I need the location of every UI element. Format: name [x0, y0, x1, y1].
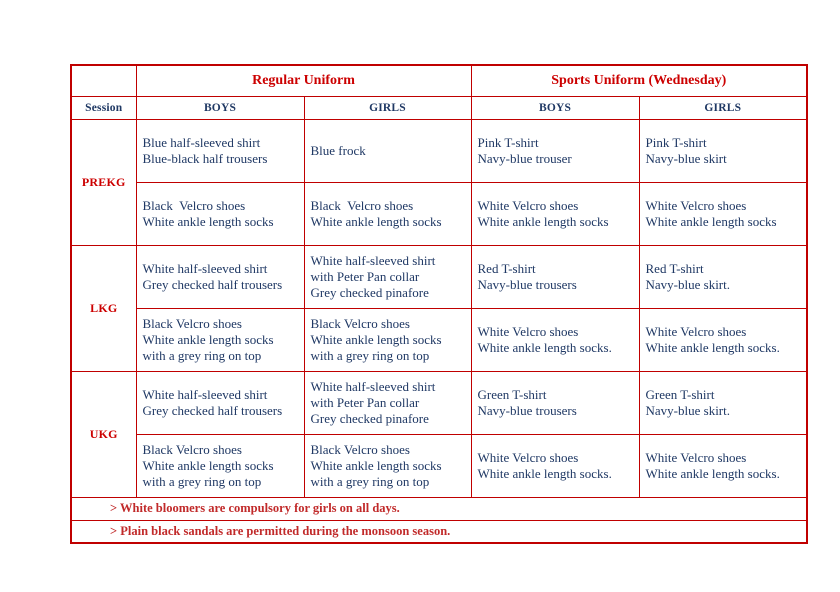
group-header-row: Regular Uniform Sports Uniform (Wednesda…: [70, 64, 808, 97]
lkg-regular-girls-cell-2: Black Velcro shoes White ankle length so…: [303, 307, 472, 372]
note-bloomers: > White bloomers are compulsory for girl…: [70, 496, 808, 521]
ukg-regular-girls-cell-1: White half-sleeved shirt with Peter Pan …: [303, 370, 472, 435]
ukg-regular-girls-cell-2: Black Velcro shoes White ankle length so…: [303, 433, 472, 498]
prekg-regular-girls-cell-2: Black Velcro shoes White ankle length so…: [303, 181, 472, 246]
ukg-sports-boys-cell-2: White Velcro shoes White ankle length so…: [470, 433, 640, 498]
sports-boys-header: BOYS: [470, 95, 640, 120]
sports-girls-header: GIRLS: [638, 95, 808, 120]
prekg-sports-boys-cell-2: White Velcro shoes White ankle length so…: [470, 181, 640, 246]
lkg-sports-girls-cell-1: Red T-shirt Navy-blue skirt.: [638, 244, 808, 309]
prekg-regular-boys-cell-2: Black Velcro shoes White ankle length so…: [135, 181, 305, 246]
prekg-regular-girls-cell-1: Blue frock: [303, 118, 472, 183]
prekg-regular-boys-cell-1: Blue half-sleeved shirt Blue-black half …: [135, 118, 305, 183]
table-row-prekg-2: Black Velcro shoes White ankle length so…: [71, 181, 808, 246]
ukg-sports-boys-cell-1: Green T-shirt Navy-blue trousers: [470, 370, 640, 435]
session-label-prekg: PREKG: [70, 118, 137, 246]
ukg-sports-girls-cell-2: White Velcro shoes White ankle length so…: [638, 433, 808, 498]
session-column-header: Session: [70, 95, 137, 120]
table-row-lkg-1: LKG White half-sleeved shirt Grey checke…: [70, 244, 808, 372]
note-row-bloomers: > White bloomers are compulsory for girl…: [70, 496, 808, 521]
prekg-sports-girls-cell-2: White Velcro shoes White ankle length so…: [638, 181, 808, 246]
lkg-regular-boys-cell-2: Black Velcro shoes White ankle length so…: [135, 307, 305, 372]
lkg-regular-girls-cell-1: White half-sleeved shirt with Peter Pan …: [303, 244, 472, 309]
corner-cell: [70, 64, 137, 97]
note-sandals: > Plain black sandals are permitted duri…: [70, 519, 808, 544]
lkg-sports-boys-cell-2: White Velcro shoes White ankle length so…: [470, 307, 640, 372]
ukg-regular-boys-cell-1: White half-sleeved shirt Grey checked ha…: [135, 370, 305, 435]
session-label-ukg: UKG: [70, 370, 137, 498]
regular-girls-header: GIRLS: [303, 95, 472, 120]
table-row-lkg-2: Black Velcro shoes White ankle length so…: [71, 307, 808, 372]
table-row-ukg-2: Black Velcro shoes White ankle length so…: [71, 433, 808, 498]
lkg-regular-boys-cell-1: White half-sleeved shirt Grey checked ha…: [135, 244, 305, 309]
regular-uniform-header: Regular Uniform: [135, 64, 472, 97]
prekg-sports-boys-cell-1: Pink T-shirt Navy-blue trouser: [470, 118, 640, 183]
note-row-sandals: > Plain black sandals are permitted duri…: [70, 519, 808, 544]
table-row-ukg-1: UKG White half-sleeved shirt Grey checke…: [70, 370, 808, 498]
table-row-prekg-1: PREKG Blue half-sleeved shirt Blue-black…: [70, 118, 808, 246]
ukg-sports-girls-cell-1: Green T-shirt Navy-blue skirt.: [638, 370, 808, 435]
column-header-row: Session BOYS GIRLS BOYS GIRLS: [70, 95, 808, 120]
sports-uniform-header: Sports Uniform (Wednesday): [470, 64, 808, 97]
lkg-sports-boys-cell-1: Red T-shirt Navy-blue trousers: [470, 244, 640, 309]
regular-boys-header: BOYS: [135, 95, 305, 120]
session-label-lkg: LKG: [70, 244, 137, 372]
prekg-sports-girls-cell-1: Pink T-shirt Navy-blue skirt: [638, 118, 808, 183]
uniform-table: Regular Uniform Sports Uniform (Wednesda…: [70, 64, 809, 544]
lkg-sports-girls-cell-2: White Velcro shoes White ankle length so…: [638, 307, 808, 372]
ukg-regular-boys-cell-2: Black Velcro shoes White ankle length so…: [135, 433, 305, 498]
